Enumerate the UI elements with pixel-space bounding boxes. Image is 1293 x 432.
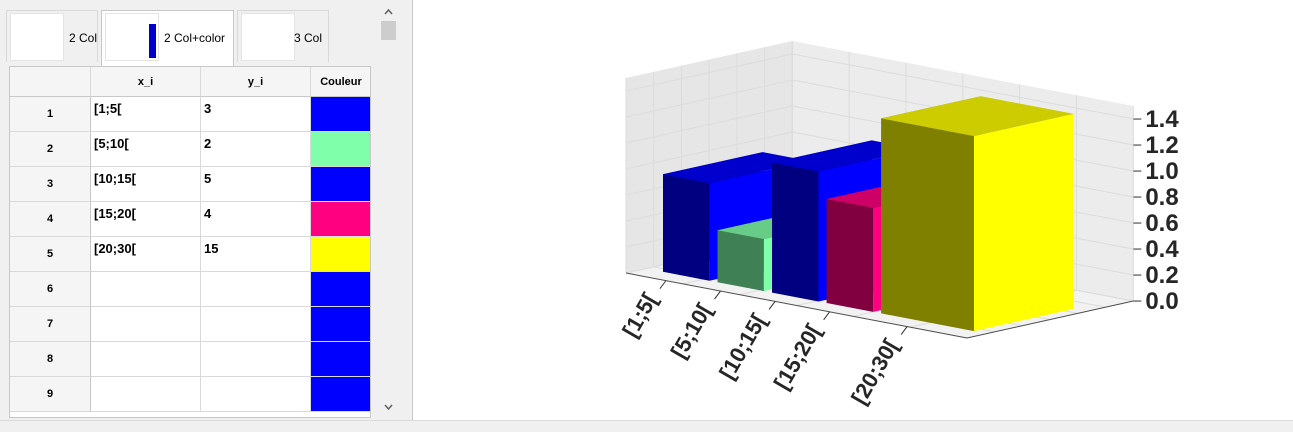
cell-x[interactable] — [91, 342, 201, 377]
bar-2-front — [772, 162, 819, 302]
cell-y[interactable] — [201, 342, 311, 377]
table-format-tabs: 2 Col 2 Col+color 3 Col — [6, 10, 376, 66]
cell-y[interactable] — [201, 377, 311, 412]
cell-x[interactable] — [91, 377, 201, 412]
table-row: 6 — [10, 272, 370, 307]
y-axis-line — [966, 300, 1134, 339]
table-row: 2 [5;10[2 — [10, 132, 370, 167]
row-header[interactable]: 2 — [10, 132, 91, 167]
row-header[interactable]: 4 — [10, 202, 91, 237]
cell-y[interactable]: 5 — [201, 167, 311, 202]
z-tick-label: 1.0 — [1145, 158, 1178, 185]
table-row: 3 [10;15[5 — [10, 167, 370, 202]
color-swatch[interactable] — [311, 97, 370, 132]
cell-x[interactable]: [20;30[ — [91, 237, 201, 272]
tab-label: 2 Col+color — [164, 31, 226, 45]
tab-thumbnail — [10, 13, 64, 61]
corner-header[interactable] — [10, 67, 91, 97]
chevron-down-icon[interactable] — [384, 404, 393, 411]
cell-x[interactable]: [15;20[ — [91, 202, 201, 237]
x-tick-label: [10;15[ — [714, 309, 771, 384]
bar-0-top — [663, 152, 810, 184]
bar-4-side — [974, 113, 1074, 332]
tab-thumbnail — [105, 13, 159, 61]
scrollbar-thumb[interactable] — [381, 21, 396, 40]
vertical-scrollbar[interactable] — [380, 0, 397, 418]
table-row: 7 — [10, 307, 370, 342]
color-swatch[interactable] — [311, 272, 370, 307]
chevron-up-icon[interactable] — [384, 8, 393, 15]
column-header-color[interactable]: Couleur — [311, 67, 370, 97]
x-axis-line — [625, 272, 968, 339]
cell-x[interactable]: [1;5[ — [91, 97, 201, 132]
x-tick — [659, 280, 667, 289]
x-tick-label: [15;20[ — [769, 319, 826, 394]
z-tick-label: 0.2 — [1145, 262, 1178, 289]
color-swatch[interactable] — [311, 167, 370, 202]
z-tick-label: 1.4 — [1145, 106, 1179, 133]
scrollbar-graphics — [381, 8, 396, 411]
cell-y[interactable]: 3 — [201, 97, 311, 132]
data-table: x_i y_i Couleur 1 [1;5[3 2 [5;10[2 3 [10;15[5… — [9, 66, 371, 418]
cell-y[interactable] — [201, 272, 311, 307]
bar-0-front — [663, 174, 710, 281]
table-row: 4 [15;20[4 — [10, 202, 370, 237]
z-tick-label: 0.4 — [1145, 236, 1179, 263]
tab-2-col-color[interactable]: 2 Col+color — [101, 10, 234, 66]
table-row: 8 — [10, 342, 370, 377]
x-tick — [823, 311, 831, 321]
z-tick-label: 0.6 — [1145, 210, 1178, 237]
cell-y[interactable]: 2 — [201, 132, 311, 167]
cell-y[interactable]: 15 — [201, 237, 311, 272]
x-tick-label: [5;10[ — [666, 298, 717, 362]
row-header[interactable]: 7 — [10, 307, 91, 342]
bar-4-top — [881, 96, 1074, 137]
color-swatch[interactable] — [311, 237, 370, 272]
x-tick — [714, 290, 721, 300]
color-swatch[interactable] — [311, 377, 370, 412]
row-header[interactable]: 8 — [10, 342, 91, 377]
color-swatch[interactable] — [311, 132, 370, 167]
color-swatch[interactable] — [311, 307, 370, 342]
x-tick-label: [1;5[ — [617, 288, 662, 341]
row-header[interactable]: 6 — [10, 272, 91, 307]
left-panel: 2 Col 2 Col+color 3 Col x_i y_i Couleur … — [0, 0, 400, 431]
row-header[interactable]: 1 — [10, 97, 91, 132]
bar-4-front — [881, 118, 974, 332]
z-tick-label: 0.0 — [1145, 288, 1178, 315]
x-tick — [900, 326, 908, 335]
x-tick — [768, 301, 776, 310]
cell-x[interactable] — [91, 272, 201, 307]
tab-label: 2 Col — [69, 31, 98, 45]
color-swatch[interactable] — [311, 342, 370, 377]
z-tick-label: 1.2 — [1145, 132, 1178, 159]
tab-2-col[interactable]: 2 Col — [6, 10, 98, 62]
tab-thumbnail — [241, 13, 295, 61]
bar-chart-3d: 0.00.20.40.60.81.01.21.4 [1;5[[5;10[[10;1… — [617, 41, 1179, 409]
column-header-y[interactable]: y_i — [201, 67, 311, 97]
row-header[interactable]: 9 — [10, 377, 91, 412]
tab-label: 3 Col — [294, 31, 323, 45]
chart-panel: 0.0 0.2 0.4 0.6 0.8 1.0 1.2 1.4 [1;5[[5;10[[10;1… — [412, 0, 1293, 420]
z-tick-label: 0.8 — [1145, 184, 1178, 211]
bar-3-front — [826, 199, 874, 312]
cell-y[interactable] — [201, 307, 311, 342]
cell-x[interactable] — [91, 307, 201, 342]
bar-1-front — [717, 230, 764, 292]
row-header[interactable]: 5 — [10, 237, 91, 272]
status-bar — [0, 420, 1293, 432]
table-row: 9 — [10, 377, 370, 412]
x-tick-label: [20;30[ — [846, 334, 903, 409]
row-header[interactable]: 3 — [10, 167, 91, 202]
tab-3-col[interactable]: 3 Col — [237, 10, 329, 62]
cell-x[interactable]: [10;15[ — [91, 167, 201, 202]
cell-y[interactable]: 4 — [201, 202, 311, 237]
color-swatch[interactable] — [311, 202, 370, 237]
table-row: 1 [1;5[3 — [10, 97, 370, 132]
cell-x[interactable]: [5;10[ — [91, 132, 201, 167]
column-header-x[interactable]: x_i — [91, 67, 201, 97]
table-row: 5 [20;30[15 — [10, 237, 370, 272]
